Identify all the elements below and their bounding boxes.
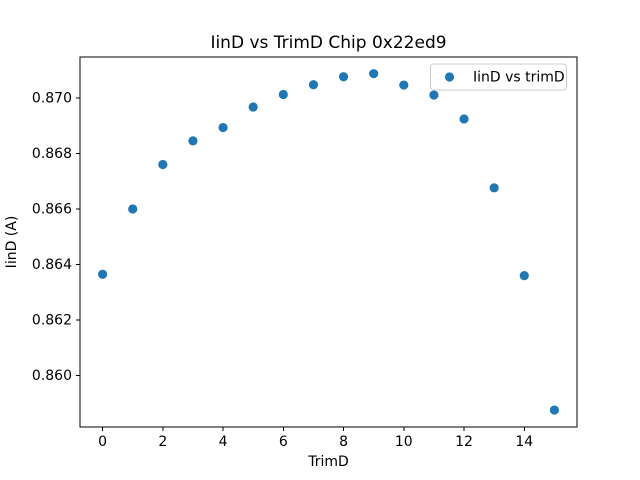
data-point — [248, 102, 258, 112]
data-point — [399, 80, 409, 90]
x-tick-label: 4 — [219, 434, 228, 450]
data-point — [308, 80, 319, 90]
y-axis-label: IinD (A) — [4, 216, 20, 269]
y-tick-label: 0.860 — [32, 368, 72, 384]
y-tick-label: 0.868 — [32, 146, 72, 162]
data-points — [97, 69, 560, 415]
legend-box — [430, 63, 567, 91]
data-point — [549, 405, 560, 415]
data-point — [489, 183, 499, 193]
x-tick-label: 0 — [98, 434, 107, 450]
chart-title: IinD vs TrimD Chip 0x22ed9 — [210, 33, 446, 53]
data-point — [128, 204, 138, 214]
data-point — [97, 269, 108, 279]
y-tick-label: 0.862 — [32, 313, 72, 329]
x-tick-label: 10 — [395, 434, 413, 450]
data-point — [338, 72, 349, 82]
data-point — [158, 159, 168, 170]
data-point — [278, 89, 288, 100]
axes-frame — [79, 56, 578, 428]
x-tick-label: 14 — [515, 434, 533, 450]
x-tick-label: 8 — [339, 434, 348, 450]
legend: IinD vs trimD — [430, 63, 567, 91]
y-tick-label: 0.864 — [32, 257, 72, 273]
data-point — [218, 122, 228, 133]
x-tick-label: 12 — [455, 434, 473, 450]
y-tick-label: 0.870 — [32, 90, 72, 106]
data-point — [429, 90, 439, 100]
data-point — [369, 69, 379, 79]
y-tick-label: 0.866 — [32, 201, 72, 217]
data-point — [519, 271, 529, 281]
data-point — [188, 136, 198, 146]
x-tick-label: 6 — [279, 434, 288, 450]
x-tick-label: 2 — [158, 434, 167, 450]
data-point — [459, 114, 469, 124]
legend-marker-icon — [444, 72, 455, 82]
legend-label: IinD vs trimD — [473, 70, 565, 86]
y-axis-ticks: 0.860 0.862 0.864 0.866 0.868 0.870 — [32, 90, 80, 384]
x-axis-ticks: 0 2 4 6 8 10 12 14 — [98, 427, 533, 450]
x-axis-label: TrimD — [307, 454, 349, 470]
